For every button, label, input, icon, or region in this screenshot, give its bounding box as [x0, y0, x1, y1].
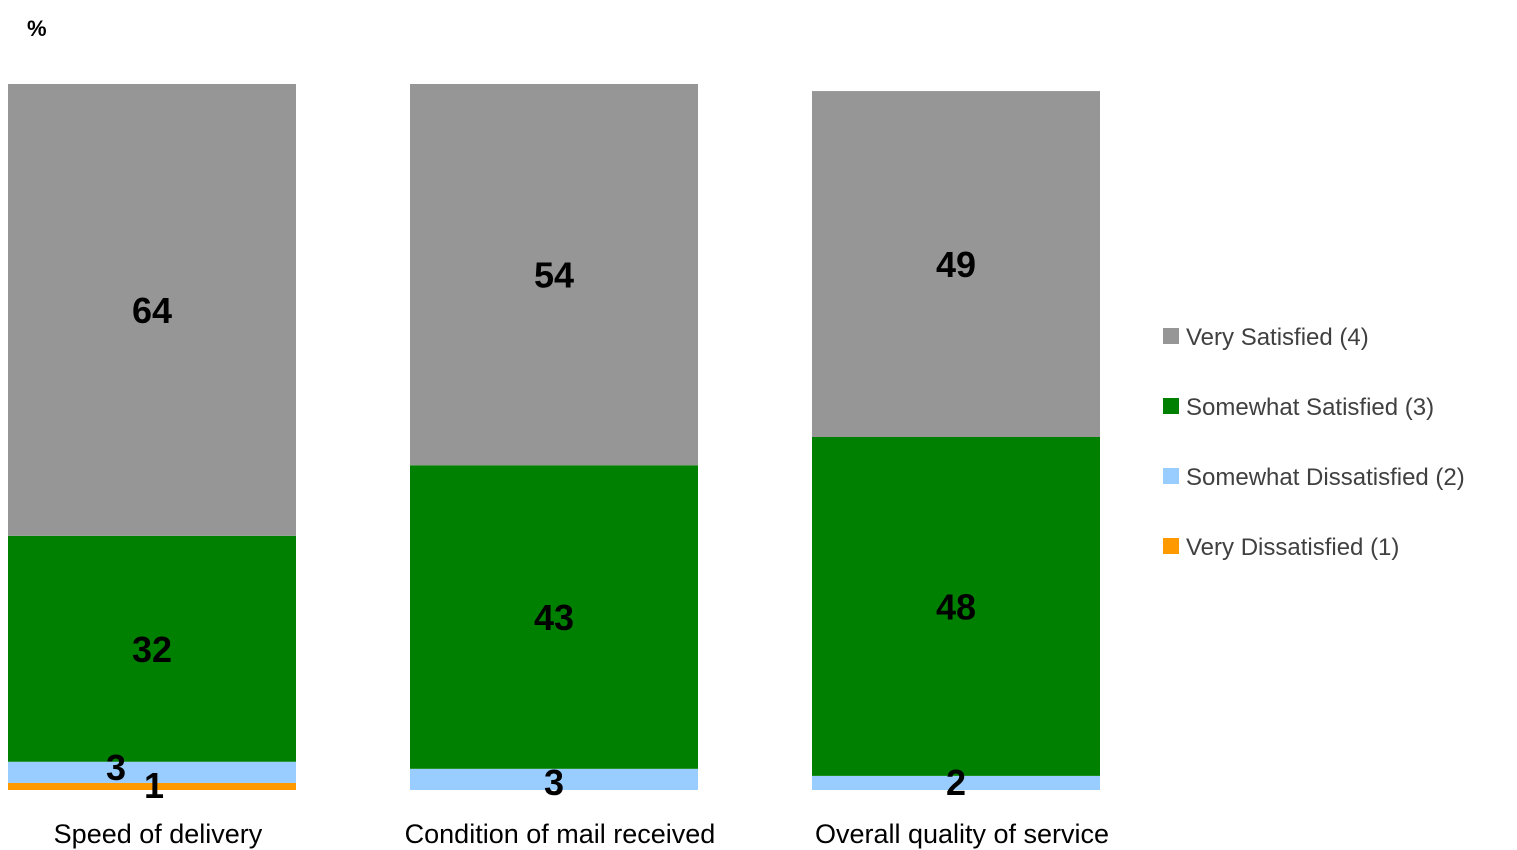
data-label-speed-of-delivery-very-dissatisfied-1: 1: [144, 765, 164, 806]
legend-label-very-satisfied-4: Very Satisfied (4): [1186, 324, 1369, 351]
legend-label-very-dissatisfied-1: Very Dissatisfied (1): [1186, 534, 1399, 561]
legend-label-somewhat-satisfied-3: Somewhat Satisfied (3): [1186, 394, 1434, 421]
bar-segment-speed-of-delivery-very-satisfied-4: [8, 84, 296, 536]
bar-segment-overall-quality-of-service-somewhat-satisfied-3: [812, 437, 1100, 776]
bar-segment-speed-of-delivery-somewhat-dissatisfied-2: [8, 761, 296, 783]
bar-segment-condition-of-mail-received-very-satisfied-4: [410, 84, 698, 466]
legend-swatch-somewhat-satisfied-3: [1163, 398, 1179, 414]
data-label-condition-of-mail-received-somewhat-satisfied-3: 43: [534, 597, 574, 638]
bars-group: [8, 84, 1100, 790]
bar-segment-overall-quality-of-service-very-satisfied-4: [812, 91, 1100, 437]
category-label-overall-quality-of-service: Overall quality of service: [815, 819, 1109, 849]
legend-swatch-somewhat-dissatisfied-2: [1163, 468, 1179, 484]
data-label-speed-of-delivery-somewhat-dissatisfied-2: 3: [106, 747, 126, 788]
category-label-condition-of-mail-received: Condition of mail received: [405, 819, 716, 849]
bar-segment-speed-of-delivery-very-dissatisfied-1: [8, 782, 296, 790]
legend-swatch-very-satisfied-4: [1163, 328, 1179, 344]
data-label-overall-quality-of-service-somewhat-dissatisfied-2: 2: [946, 762, 966, 803]
category-labels-group: Speed of delivery Condition of mail recei…: [54, 819, 1109, 849]
bar-segment-speed-of-delivery-somewhat-satisfied-3: [8, 535, 296, 762]
bar-segment-condition-of-mail-received-somewhat-dissatisfied-2: [410, 768, 698, 790]
bar-segment-condition-of-mail-received-somewhat-satisfied-3: [410, 465, 698, 769]
data-label-overall-quality-of-service-very-satisfied-4: 49: [936, 244, 976, 285]
data-label-overall-quality-of-service-somewhat-satisfied-3: 48: [936, 586, 976, 627]
data-label-speed-of-delivery-somewhat-satisfied-3: 32: [132, 629, 172, 670]
legend-swatch-very-dissatisfied-1: [1163, 538, 1179, 554]
data-label-condition-of-mail-received-very-satisfied-4: 54: [534, 255, 574, 296]
legend-label-somewhat-dissatisfied-2: Somewhat Dissatisfied (2): [1186, 464, 1465, 491]
category-label-speed-of-delivery: Speed of delivery: [54, 819, 263, 849]
bar-segment-overall-quality-of-service-somewhat-dissatisfied-2: [812, 775, 1100, 790]
legend: Very Satisfied (4) Somewhat Satisfied (3)…: [1163, 324, 1465, 561]
data-label-speed-of-delivery-very-satisfied-4: 64: [132, 290, 172, 331]
unit-label: %: [27, 16, 47, 41]
data-label-condition-of-mail-received-somewhat-dissatisfied-2: 3: [544, 762, 564, 803]
